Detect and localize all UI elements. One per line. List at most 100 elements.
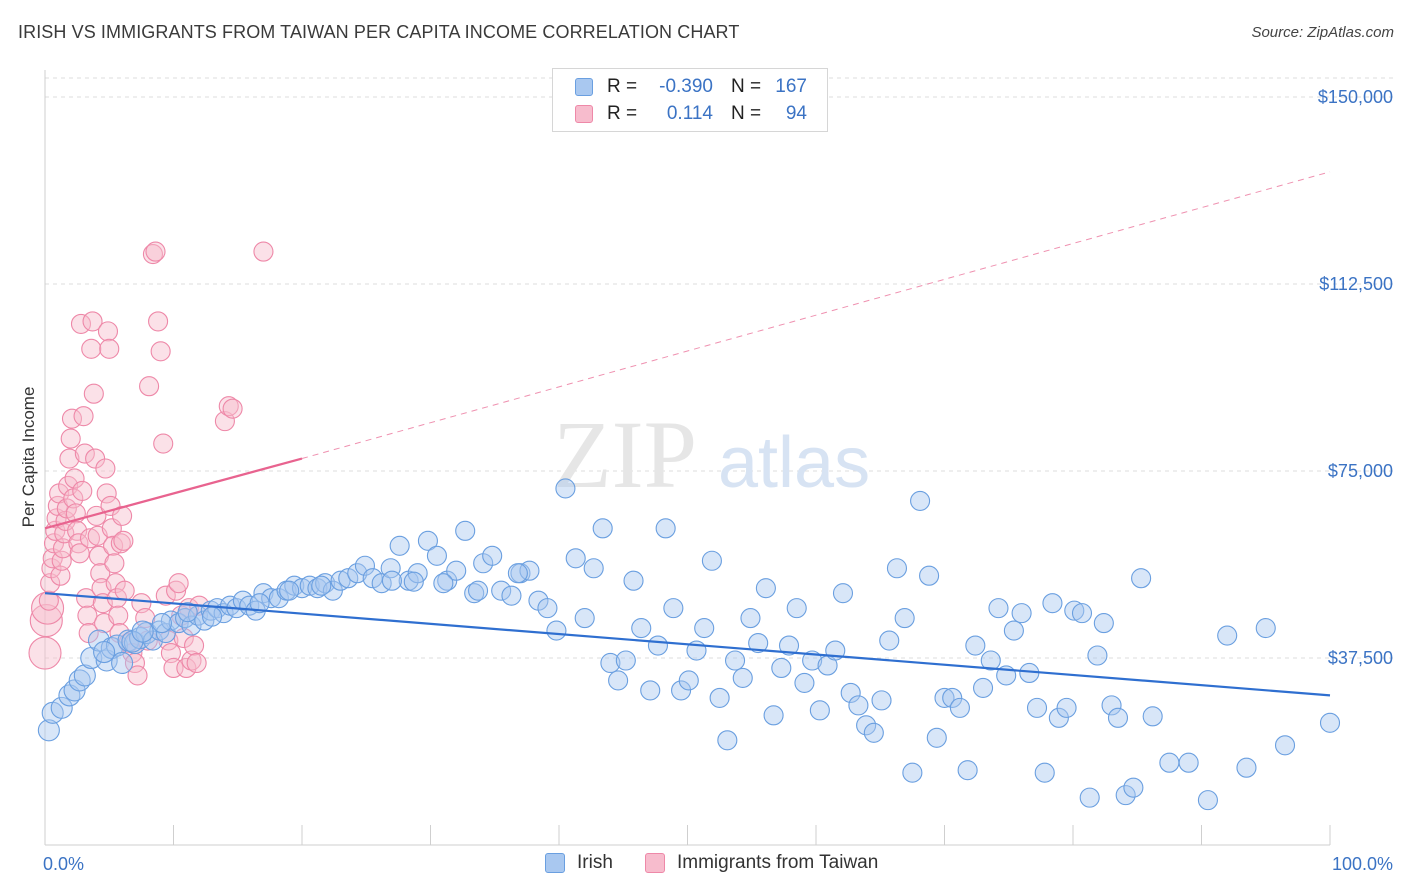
data-point-taiwan (69, 543, 90, 564)
data-point-irish (482, 545, 503, 566)
data-point-irish (709, 687, 730, 708)
data-point-taiwan (100, 495, 121, 516)
data-point-irish (299, 575, 320, 596)
data-point-irish (501, 585, 522, 606)
data-point-irish (1071, 603, 1093, 624)
data-point-irish (433, 573, 454, 594)
data-point-irish (1107, 707, 1129, 728)
legend-n-value: 94 (785, 103, 807, 124)
data-point-taiwan (150, 341, 171, 362)
data-point-irish (1093, 613, 1114, 634)
data-point-irish (1142, 706, 1163, 727)
data-point-irish (1011, 603, 1032, 624)
data-point-irish (311, 575, 332, 596)
data-point-irish (315, 573, 336, 594)
data-point-taiwan (142, 244, 163, 265)
legend-item-irish[interactable]: Irish (545, 852, 613, 874)
data-point-taiwan (186, 652, 207, 674)
chart-source: Source: ZipAtlas.com (1251, 24, 1394, 41)
data-point-taiwan (148, 311, 169, 332)
grid-layer (45, 77, 1395, 659)
data-point-taiwan (73, 406, 94, 427)
data-point-irish (330, 570, 351, 591)
data-point-irish (1026, 697, 1048, 718)
data-point-irish (491, 580, 512, 601)
legend-label-irish: Irish (577, 852, 613, 873)
legend-label-taiwan: Immigrants from Taiwan (677, 852, 879, 873)
legend-r-label: R = (607, 76, 638, 97)
data-point-irish (1197, 790, 1218, 811)
y-axis-title: Per Capita Income (19, 387, 38, 528)
data-point-taiwan (181, 650, 202, 671)
data-point-taiwan (184, 635, 205, 656)
data-point-irish (663, 598, 684, 619)
data-point-taiwan (131, 593, 152, 614)
data-point-irish (151, 613, 172, 634)
data-point-irish (623, 570, 644, 591)
data-point-taiwan (160, 642, 181, 664)
data-point-taiwan (114, 580, 135, 601)
data-point-irish (537, 598, 558, 619)
legend-item-taiwan[interactable]: Immigrants from Taiwan (645, 852, 878, 874)
legend-swatch-irish (545, 853, 565, 873)
data-point-irish (546, 620, 567, 641)
data-point-taiwan (99, 338, 120, 359)
data-point-irish (555, 478, 576, 499)
data-point-irish (565, 548, 586, 569)
data-point-irish (809, 700, 830, 721)
data-point-irish (467, 580, 489, 601)
legend-r-value: 0.114 (666, 103, 713, 124)
data-point-irish (347, 563, 368, 584)
data-point-irish (794, 672, 815, 693)
data-point-irish (926, 727, 947, 748)
axis-layer (44, 70, 1331, 846)
data-point-irish (1319, 712, 1341, 733)
data-point-taiwan (214, 411, 235, 432)
data-point-irish (381, 570, 403, 591)
legend-n-label: N = (731, 103, 762, 124)
data-point-irish (802, 650, 823, 671)
data-point-irish (980, 650, 1001, 671)
data-point-taiwan (77, 605, 98, 626)
data-point-taiwan (103, 535, 124, 556)
data-point-irish (1115, 785, 1136, 806)
data-point-irish (919, 565, 940, 586)
data-point-irish (949, 697, 970, 718)
data-point-taiwan (218, 396, 239, 417)
legend-swatch-taiwan (575, 105, 593, 123)
data-point-irish (111, 651, 134, 675)
data-point-irish (464, 583, 485, 604)
data-point-taiwan (60, 428, 81, 449)
data-point-irish (1255, 618, 1276, 639)
data-point-taiwan (113, 530, 134, 551)
data-point-irish (592, 518, 613, 539)
data-point-taiwan (253, 241, 274, 262)
data-point-irish (177, 602, 198, 623)
legend-swatch-taiwan (645, 853, 665, 873)
data-point-irish (279, 580, 300, 601)
data-point-taiwan (96, 483, 117, 504)
data-point-taiwan (72, 480, 93, 501)
x-tick-label: 100.0% (1332, 854, 1393, 874)
data-point-irish (322, 580, 343, 601)
data-point-irish (871, 690, 892, 711)
data-point-taiwan (153, 433, 174, 454)
data-point-irish (1101, 695, 1122, 716)
data-point-irish (1064, 600, 1085, 621)
data-point-irish (291, 578, 313, 599)
trend-line-taiwan-extension (301, 171, 1331, 460)
data-point-irish (755, 578, 776, 599)
data-point-taiwan (104, 553, 125, 574)
data-point-taiwan (74, 443, 95, 464)
data-point-irish (655, 518, 676, 539)
data-point-irish (600, 652, 621, 674)
data-point-irish (886, 558, 908, 579)
data-point-taiwan (222, 398, 243, 419)
data-point-irish (1131, 568, 1152, 589)
data-point-irish (615, 650, 636, 671)
data-point-irish (181, 615, 202, 636)
legend-r-value: -0.390 (659, 76, 713, 97)
legend-n-value: 167 (775, 76, 807, 97)
watermark: ZIP atlas (553, 401, 870, 508)
